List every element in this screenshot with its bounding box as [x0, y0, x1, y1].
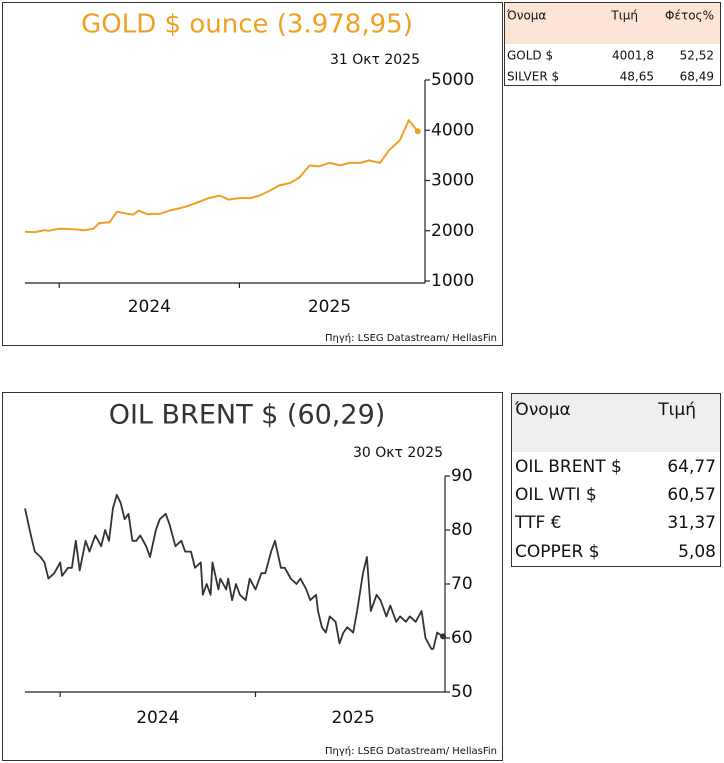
chart-date: 31 Οκτ 2025	[330, 52, 420, 68]
table-cell: 5,08	[678, 542, 716, 562]
oil-panel	[2, 392, 503, 761]
table-header-bg	[512, 394, 720, 452]
table-cell: 4001,8	[612, 49, 654, 63]
table-cell: TTF €	[514, 513, 561, 533]
chart-title: GOLD $ ounce (3.978,95)	[81, 10, 413, 40]
gold-panel	[2, 2, 503, 346]
chart-date: 30 Οκτ 2025	[353, 445, 443, 461]
table-cell: GOLD $	[507, 49, 553, 63]
column-header: Όνομα	[514, 400, 571, 420]
gold-table	[504, 2, 721, 86]
table-cell: 64,77	[667, 457, 716, 477]
x-tick-label: 2024	[128, 297, 171, 317]
table-cell: 48,65	[620, 70, 654, 84]
line-series	[24, 494, 444, 650]
end-point	[414, 128, 421, 135]
end-point	[440, 633, 447, 640]
column-header: Φέτος%	[665, 9, 714, 23]
source-note: Πηγή: LSEG Datastream/ HellasFin	[325, 332, 497, 344]
y-tick-label: 3000	[431, 171, 474, 191]
table-cell: 31,37	[667, 513, 716, 533]
y-tick-label: 4000	[431, 120, 474, 140]
y-tick-label: 5000	[431, 70, 474, 90]
column-header: Όνομα	[506, 9, 546, 23]
table-cell: 68,49	[680, 70, 714, 84]
table-cell: COPPER $	[515, 542, 600, 562]
column-header: Τιμή	[657, 400, 696, 420]
table-header-bg	[504, 3, 720, 44]
y-tick-label: 80	[451, 520, 473, 540]
x-tick-label: 2024	[136, 708, 179, 728]
y-tick-label: 50	[451, 682, 473, 702]
column-header: Τιμή	[610, 9, 638, 23]
x-tick-label: 2025	[308, 297, 351, 317]
table-cell: OIL BRENT $	[515, 457, 622, 477]
y-tick-label: 90	[451, 466, 473, 486]
y-tick-label: 2000	[431, 221, 474, 241]
table-cell: OIL WTI $	[515, 485, 597, 505]
table-cell: 52,52	[680, 49, 714, 63]
chart-title: OIL BRENT $ (60,29)	[109, 400, 386, 431]
y-tick-label: 60	[451, 628, 473, 648]
y-tick-label: 70	[451, 574, 473, 594]
x-tick-label: 2025	[332, 708, 375, 728]
y-tick-label: 1000	[431, 271, 474, 291]
source-note: Πηγή: LSEG Datastream/ HellasFin	[325, 745, 497, 757]
table-cell: 60,57	[667, 485, 716, 505]
oil-table	[511, 393, 721, 567]
line-series	[24, 119, 419, 234]
table-cell: SILVER $	[507, 70, 559, 84]
